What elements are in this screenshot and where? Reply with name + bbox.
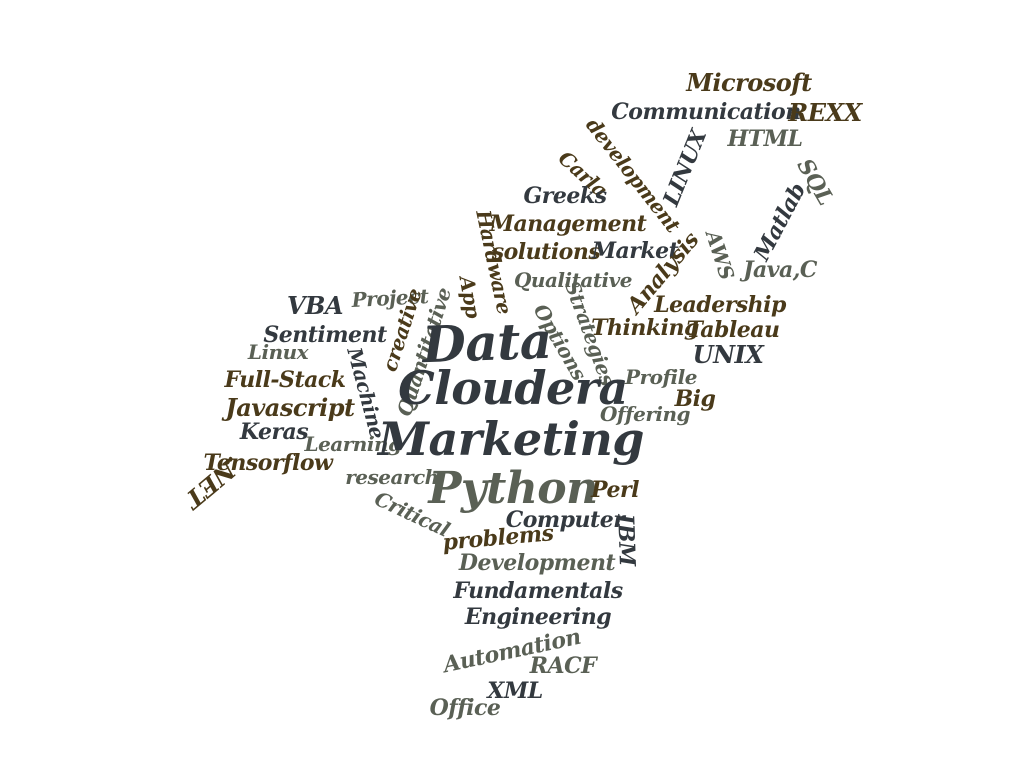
word-tableau: Tableau (686, 317, 780, 343)
word-python: Python (428, 463, 598, 514)
word-computer: Computer (505, 507, 625, 533)
word-big: Big (674, 386, 716, 412)
word-office: Office (429, 695, 501, 721)
word-learning: Learning (304, 432, 402, 456)
word-development: Development (458, 550, 616, 576)
word-html: HTML (727, 126, 803, 152)
word-ibm: IBM (612, 513, 640, 567)
word-keras: Keras (239, 419, 309, 445)
word-engineering: Engineering (464, 604, 612, 630)
word-javascript: Javascript (225, 393, 355, 422)
word-perl: Perl (591, 477, 639, 503)
word-java-c: Java,C (743, 257, 817, 283)
word-thinking: Thinking (591, 315, 699, 341)
word-offering: Offering (599, 402, 691, 426)
word-linux: LINUX (658, 126, 712, 210)
word-research: research (345, 465, 439, 489)
word-profile: Profile (625, 365, 697, 389)
word-rexx: REXX (788, 98, 862, 127)
word-aws: AWS (700, 227, 740, 283)
word-racf: RACF (529, 653, 597, 679)
word-full-stack: Full-Stack (224, 367, 346, 393)
word-leadership: Leadership (654, 292, 786, 318)
word-vba: VBA (286, 291, 344, 320)
word-cloudera: Cloudera (398, 361, 628, 415)
word-sentiment: Sentiment (263, 322, 387, 348)
word-microsoft: Microsoft (686, 68, 812, 97)
word-tensorflow: Tensorflow (203, 450, 333, 476)
word-xml: XML (487, 678, 543, 704)
word-fundamentals: Fundamentals (453, 578, 623, 604)
word-unix: UNIX (692, 340, 764, 369)
word-communication: Communication (611, 99, 801, 125)
word-greeks: Greeks (523, 183, 607, 209)
word-management: Management (489, 211, 647, 237)
word-solutions: solutions (491, 239, 601, 265)
word-qualitative: Qualitative (514, 268, 633, 292)
word-matlab: Matlab (748, 178, 812, 266)
word-market: Market (591, 238, 679, 264)
word-linux: Linux (247, 340, 309, 364)
word-marketing: Marketing (378, 412, 644, 466)
